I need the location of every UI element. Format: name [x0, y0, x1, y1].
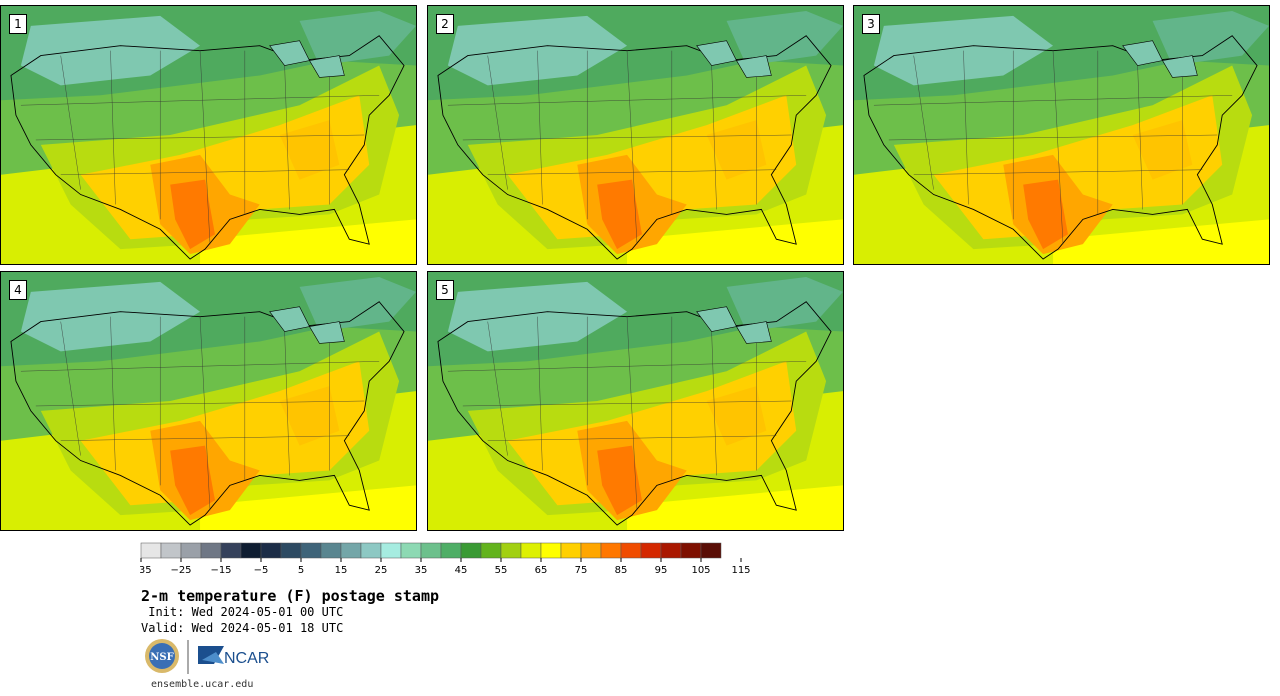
panel-number-label: 2: [436, 14, 454, 34]
temperature-map: [428, 272, 843, 530]
colorbar-swatch: [560, 542, 582, 559]
temperature-map: [854, 6, 1269, 264]
colorbar-swatch: [360, 542, 382, 559]
colorbar-swatch: [460, 542, 482, 559]
colorbar-swatch: [540, 542, 562, 559]
colorbar-tick-label: 25: [375, 565, 388, 576]
colorbar-swatch: [580, 542, 602, 559]
colorbar-swatch: [640, 542, 662, 559]
ncar-logo-text: NCAR: [224, 650, 269, 667]
postage-stamp-panel-2[interactable]: 2: [427, 5, 844, 265]
postage-stamp-panel-3[interactable]: 3: [853, 5, 1270, 265]
colorbar-tick-label: 85: [615, 565, 628, 576]
colorbar-swatch: [260, 542, 282, 559]
colorbar-swatch: [320, 542, 342, 559]
colorbar-tick-label: 55: [495, 565, 508, 576]
colorbar-swatch: [420, 542, 442, 559]
temperature-map: [1, 272, 416, 530]
postage-stamp-panel-5[interactable]: 5: [427, 271, 844, 531]
colorbar-swatch: [620, 542, 642, 559]
temperature-map: [1, 6, 416, 264]
colorbar-tick-label: 45: [455, 565, 468, 576]
colorbar-swatch: [300, 542, 322, 559]
colorbar-swatch: [520, 542, 542, 559]
colorbar-tick-label: 5: [298, 565, 304, 576]
colorbar-swatch: [340, 542, 362, 559]
panel-number-label: 4: [9, 280, 27, 300]
colorbar-swatch: [200, 542, 222, 559]
colorbar-swatch: [180, 542, 202, 559]
colorbar-swatch: [700, 542, 722, 559]
colorbar-swatch: [400, 542, 422, 559]
temperature-colorbar: −35 −25 −15 −5 5 15 25 35 45 55 65 75 85 95 105 115: [140, 542, 751, 576]
colorbar-swatch: [500, 542, 522, 559]
colorbar-swatch: [660, 542, 682, 559]
colorbar-tick-label: 15: [335, 565, 348, 576]
temperature-map: [428, 6, 843, 264]
site-url: ensemble.ucar.edu: [151, 679, 254, 690]
colorbar-swatch: [220, 542, 242, 559]
colorbar-swatch: [140, 542, 162, 559]
colorbar-swatch: [160, 542, 182, 559]
colorbar-swatch: [600, 542, 622, 559]
postage-stamp-panel-1[interactable]: 1: [0, 5, 417, 265]
valid-time: Valid: Wed 2024-05-01 18 UTC: [141, 621, 344, 635]
colorbar-tick-label: −15: [210, 565, 231, 576]
logos: NSF NCAR: [145, 639, 269, 674]
colorbar-tick-label: −5: [254, 565, 269, 576]
colorbar-swatch: [240, 542, 262, 559]
colorbar-swatch: [440, 542, 462, 559]
colorbar-tick-label: −25: [170, 565, 191, 576]
ncar-logo-icon: NCAR: [198, 646, 269, 667]
panel-number-label: 3: [862, 14, 880, 34]
colorbar-tick-label: 115: [731, 565, 750, 576]
colorbar-tick-label: 65: [535, 565, 548, 576]
colorbar-swatch: [380, 542, 402, 559]
figure-title: 2-m temperature (F) postage stamp: [141, 587, 440, 605]
colorbar-tick-label: 95: [655, 565, 668, 576]
colorbar-tick-label: 105: [691, 565, 710, 576]
colorbar-swatch: [480, 542, 502, 559]
nsf-logo-icon: NSF: [145, 639, 179, 673]
postage-stamp-panel-4[interactable]: 4: [0, 271, 417, 531]
panel-number-label: 5: [436, 280, 454, 300]
panel-number-label: 1: [9, 14, 27, 34]
colorbar-tick-label: 35: [415, 565, 428, 576]
colorbar-swatch: [280, 542, 302, 559]
colorbar-tick-label: −35: [140, 565, 152, 576]
init-time: Init: Wed 2024-05-01 00 UTC: [141, 605, 344, 619]
colorbar-tick-label: 75: [575, 565, 588, 576]
colorbar-swatch: [680, 542, 702, 559]
nsf-logo-text: NSF: [150, 652, 173, 663]
